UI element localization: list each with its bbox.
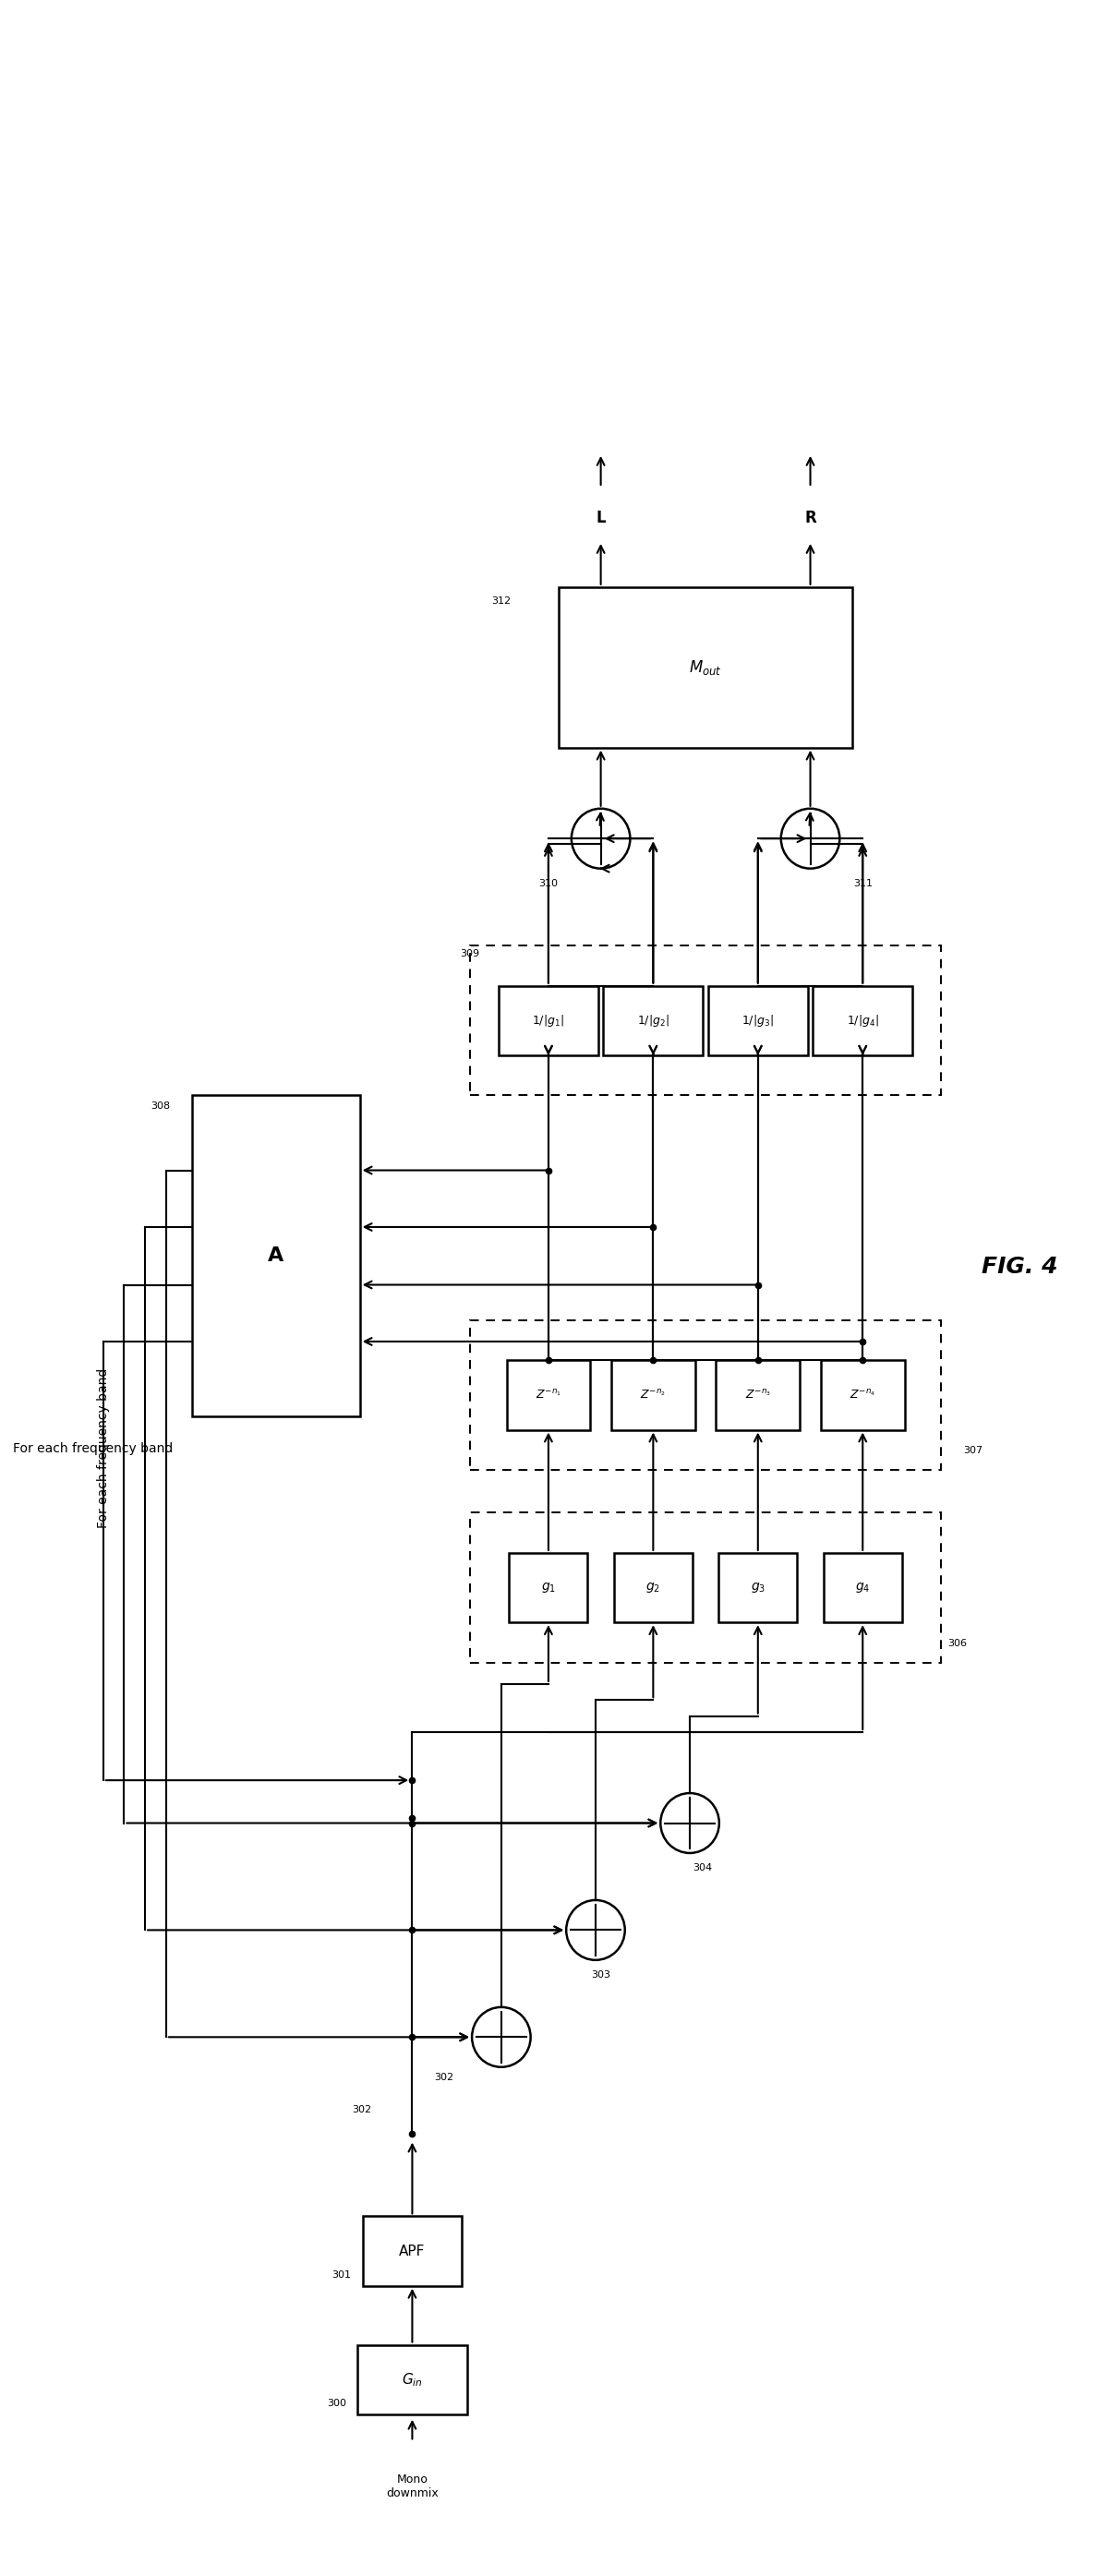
Text: $1/|g_4|$: $1/|g_4|$: [847, 1012, 879, 1028]
Text: $g_2$: $g_2$: [646, 1582, 660, 1595]
Bar: [821, 1360, 905, 1430]
Bar: [716, 1360, 800, 1430]
Text: 302: 302: [434, 2074, 453, 2081]
Text: L: L: [596, 510, 606, 526]
Text: For each frequency band: For each frequency band: [13, 1443, 172, 1455]
Text: 306: 306: [948, 1638, 966, 1649]
Bar: [558, 587, 852, 747]
Bar: [611, 1360, 695, 1430]
Bar: [499, 987, 598, 1056]
Text: $G_{in}$: $G_{in}$: [402, 2370, 422, 2388]
Bar: [362, 2215, 462, 2285]
Text: 309: 309: [460, 951, 479, 958]
Bar: [507, 1360, 590, 1430]
Bar: [192, 1095, 360, 1417]
Text: 304: 304: [692, 1862, 712, 1873]
Text: 310: 310: [539, 878, 558, 889]
Text: $1/|g_3|$: $1/|g_3|$: [742, 1012, 774, 1028]
Text: $Z^{-n_4}$: $Z^{-n_4}$: [850, 1388, 875, 1401]
Text: 302: 302: [352, 2105, 372, 2115]
Text: 312: 312: [491, 598, 511, 605]
Bar: [470, 1512, 941, 1662]
Text: For each frequency band: For each frequency band: [97, 1368, 110, 1528]
Text: R: R: [804, 510, 816, 526]
Text: 307: 307: [963, 1445, 983, 1455]
Text: $g_1$: $g_1$: [541, 1582, 556, 1595]
Bar: [470, 945, 941, 1095]
Bar: [509, 1553, 588, 1623]
Text: $1/|g_1|$: $1/|g_1|$: [532, 1012, 565, 1028]
Text: 301: 301: [331, 2269, 351, 2280]
Text: 303: 303: [591, 1971, 611, 1978]
Bar: [824, 1553, 902, 1623]
Bar: [358, 2344, 467, 2414]
Text: Mono
downmix: Mono downmix: [386, 2473, 439, 2499]
Bar: [603, 987, 703, 1056]
Text: A: A: [268, 1247, 284, 1265]
Bar: [470, 1319, 941, 1471]
Bar: [709, 987, 807, 1056]
Text: $M_{out}$: $M_{out}$: [689, 657, 722, 677]
Text: 311: 311: [853, 878, 872, 889]
Text: $Z^{-n_1}$: $Z^{-n_1}$: [535, 1388, 562, 1401]
Text: $Z^{-n_2}$: $Z^{-n_2}$: [641, 1388, 666, 1401]
Bar: [614, 1553, 692, 1623]
Text: $g_3$: $g_3$: [750, 1582, 766, 1595]
Text: $Z^{-n_3}$: $Z^{-n_3}$: [745, 1388, 771, 1401]
Text: 300: 300: [327, 2398, 347, 2409]
Text: APF: APF: [399, 2244, 426, 2259]
Bar: [719, 1553, 798, 1623]
Text: FIG. 4: FIG. 4: [982, 1255, 1058, 1278]
Text: $g_4$: $g_4$: [856, 1582, 870, 1595]
Bar: [813, 987, 913, 1056]
Text: 308: 308: [151, 1103, 170, 1110]
Text: $1/|g_2|$: $1/|g_2|$: [637, 1012, 669, 1028]
